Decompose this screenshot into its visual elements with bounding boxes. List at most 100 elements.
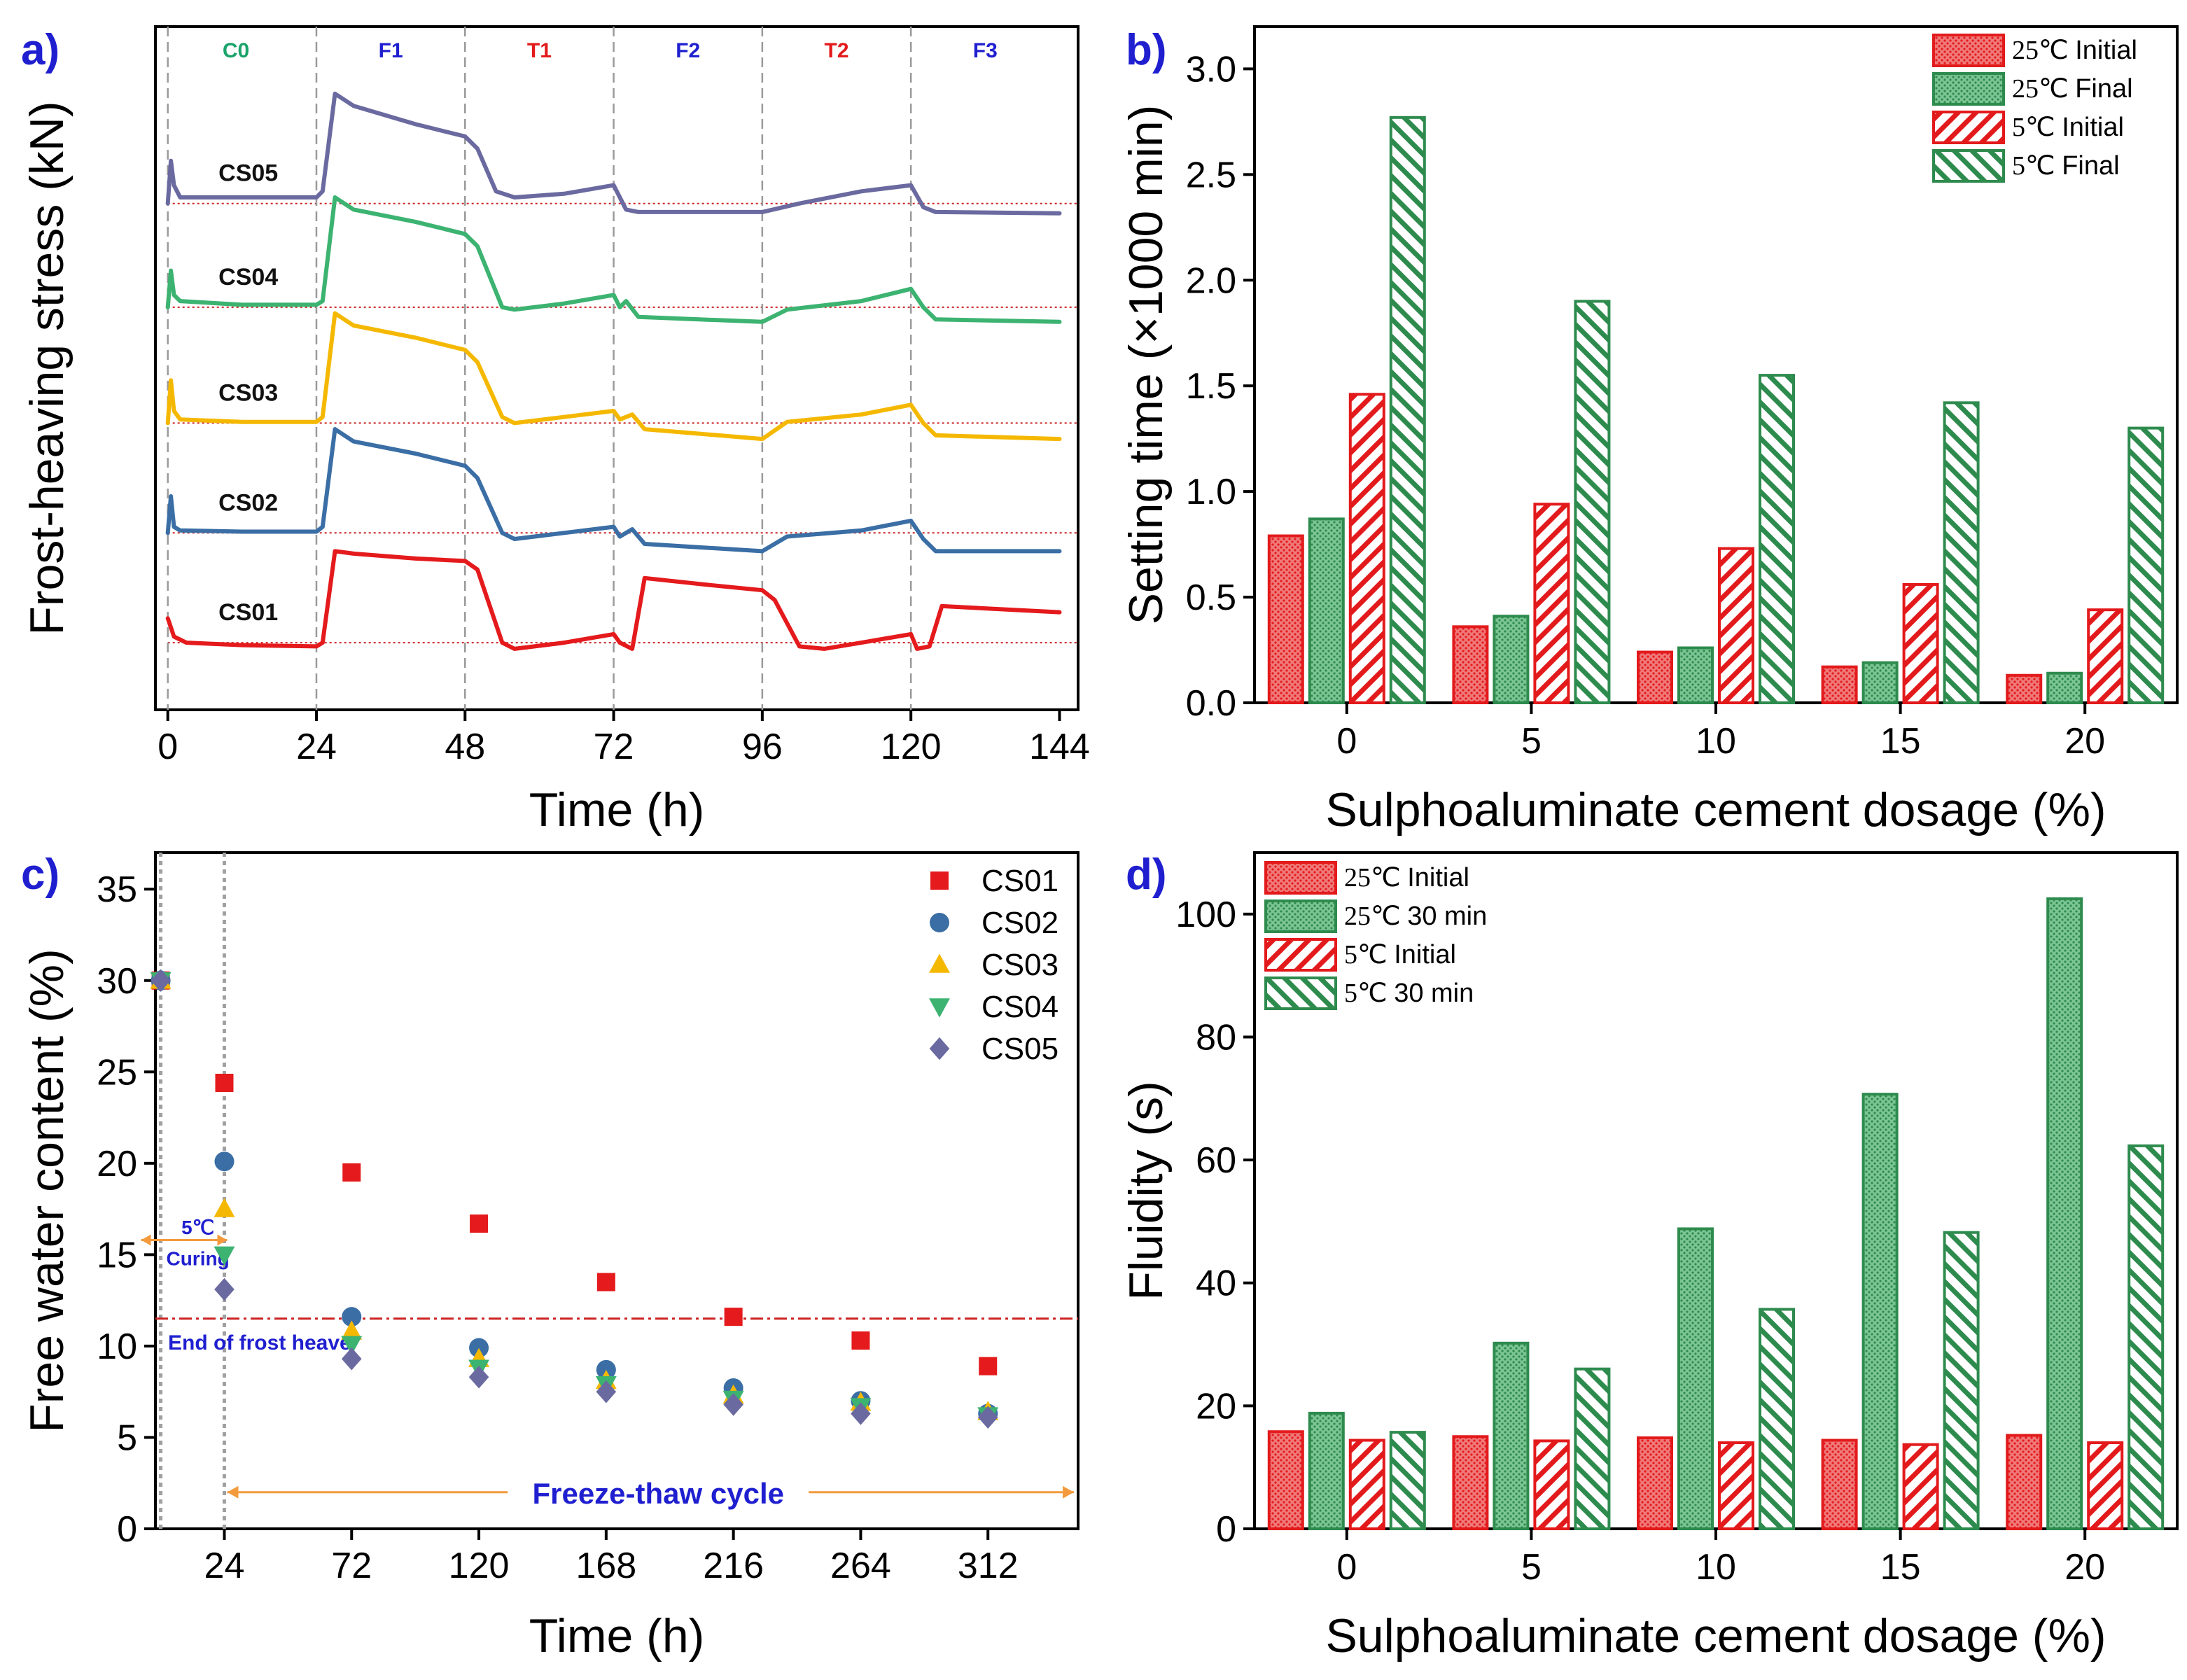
data-point-cs04 xyxy=(341,1336,363,1355)
bar xyxy=(1821,1438,1858,1530)
bar xyxy=(1637,1436,1673,1530)
bar xyxy=(1348,1438,1385,1530)
data-point-cs05 xyxy=(468,1366,489,1389)
bar xyxy=(1308,1411,1345,1531)
data-point-cs04 xyxy=(214,1246,235,1266)
x-tick-label: 5 xyxy=(1521,721,1542,762)
x-tick-label: 0 xyxy=(1336,1547,1357,1588)
y-tick-label: 40 xyxy=(1196,1264,1236,1304)
bar xyxy=(1267,534,1304,704)
x-tick-label: 24 xyxy=(204,1546,245,1586)
stage-label: T2 xyxy=(825,39,849,62)
bar xyxy=(1637,650,1673,704)
x-tick-label: 0 xyxy=(1336,721,1357,762)
panel-d-ylabel: Fluidity (s) xyxy=(1119,1081,1173,1301)
series-label: CS03 xyxy=(218,379,278,406)
y-tick-label: 30 xyxy=(97,961,137,1002)
legend-marker xyxy=(929,1037,950,1060)
curing-arrow-head-left xyxy=(141,1234,151,1246)
data-point-cs05 xyxy=(977,1406,998,1429)
x-tick-label: 5 xyxy=(1521,1547,1542,1588)
panel-a-letter: a) xyxy=(21,26,60,74)
legend-swatch xyxy=(1264,899,1337,933)
bar xyxy=(1348,393,1385,704)
data-point-cs05 xyxy=(723,1393,743,1416)
y-tick-label: 1.5 xyxy=(1186,366,1236,407)
stage-label: F2 xyxy=(676,39,700,62)
x-tick-label: 216 xyxy=(703,1546,764,1586)
y-tick-label: 1.0 xyxy=(1186,472,1236,512)
bar xyxy=(1861,1093,1899,1531)
bar xyxy=(1718,1441,1754,1530)
panel-d: d) 0 20 40 60 80 100 0 5 10 15 20 25℃ Initial 25℃ … xyxy=(1119,850,2179,1662)
legend-marker xyxy=(929,998,950,1018)
bar xyxy=(1308,517,1345,705)
stage-label: F1 xyxy=(379,39,403,62)
bar xyxy=(1943,1231,1980,1530)
x-tick-label: 72 xyxy=(594,727,634,767)
y-tick-label: 0.5 xyxy=(1186,578,1236,618)
series-label: CS01 xyxy=(218,599,278,626)
y-tick-label: 10 xyxy=(97,1326,137,1367)
data-point-cs03 xyxy=(341,1320,363,1340)
curing-temp-label: 5℃ xyxy=(181,1217,214,1238)
legend-swatch xyxy=(1264,861,1337,895)
series-label: CS04 xyxy=(218,264,278,290)
data-point-cs05 xyxy=(596,1380,617,1404)
y-tick-label: 5 xyxy=(117,1418,137,1458)
bar xyxy=(2046,671,2083,704)
x-tick-label: 10 xyxy=(1696,1547,1736,1588)
legend-label: CS05 xyxy=(981,1032,1058,1066)
legend-label: 25℃ Initial xyxy=(1344,863,1469,892)
panel-a-ylabel: Frost-heaving stress (kN) xyxy=(20,101,74,635)
bar xyxy=(2087,1441,2124,1530)
bar xyxy=(1943,401,1980,705)
stage-label: F3 xyxy=(973,39,998,62)
stage-label: T1 xyxy=(527,39,552,62)
data-point-cs01 xyxy=(724,1308,743,1326)
panel-c: c) 0 5 10 15 20 25 30 35 24 72 120 168 216 264 312 En… xyxy=(20,850,1079,1662)
stage-label: C0 xyxy=(223,39,249,62)
bar xyxy=(1759,374,1795,704)
panel-d-letter: d) xyxy=(1126,850,1167,899)
panel-b-ylabel: Setting time (×1000 min) xyxy=(1119,105,1173,625)
series-line-cs02 xyxy=(165,427,1062,554)
legend-swatch xyxy=(1932,149,2005,183)
series-line-cs03 xyxy=(165,311,1062,442)
bar xyxy=(1533,503,1570,704)
x-tick-label: 96 xyxy=(742,727,783,767)
legend-label: 5℃ Initial xyxy=(1344,940,1456,969)
data-point-cs02 xyxy=(596,1359,616,1380)
y-tick-label: 0 xyxy=(117,1509,137,1550)
data-point-cs01 xyxy=(596,1273,615,1292)
data-point-cs01 xyxy=(470,1214,489,1233)
series-line-cs05 xyxy=(165,91,1062,216)
x-tick-label: 264 xyxy=(830,1546,891,1586)
legend-label: 25℃ Initial xyxy=(2012,36,2137,65)
panel-c-xlabel: Time (h) xyxy=(529,1609,705,1662)
data-point-cs01 xyxy=(851,1331,870,1350)
y-tick-label: 0.0 xyxy=(1186,683,1236,724)
panel-b-letter: b) xyxy=(1126,26,1167,74)
bar xyxy=(1493,615,1530,705)
series-label: CS02 xyxy=(218,489,278,516)
bar xyxy=(1574,300,1611,704)
x-tick-label: 120 xyxy=(449,1546,510,1586)
data-point-cs05 xyxy=(214,1278,235,1301)
y-tick-label: 2.0 xyxy=(1186,260,1236,301)
legend-swatch xyxy=(1264,976,1337,1010)
data-point-cs05 xyxy=(151,969,171,993)
legend-label: 25℃ Final xyxy=(2012,74,2133,104)
data-point-cs05 xyxy=(341,1347,362,1371)
data-point-cs02 xyxy=(469,1338,489,1358)
bar xyxy=(2087,608,2124,704)
bar xyxy=(1821,665,1858,705)
x-tick-label: 0 xyxy=(158,727,178,767)
freeze-thaw-label: Freeze-thaw cycle xyxy=(532,1477,784,1510)
panel-a: a) C0 F1 T1 F2 T2 F3 CS05 CS04 CS03 CS02 CS01 0 24… xyxy=(20,25,1090,836)
x-tick-label: 10 xyxy=(1696,721,1736,762)
x-tick-label: 20 xyxy=(2064,721,2105,762)
freeze-thaw-arrow-head-right xyxy=(1063,1485,1074,1499)
y-tick-label: 100 xyxy=(1175,895,1236,935)
